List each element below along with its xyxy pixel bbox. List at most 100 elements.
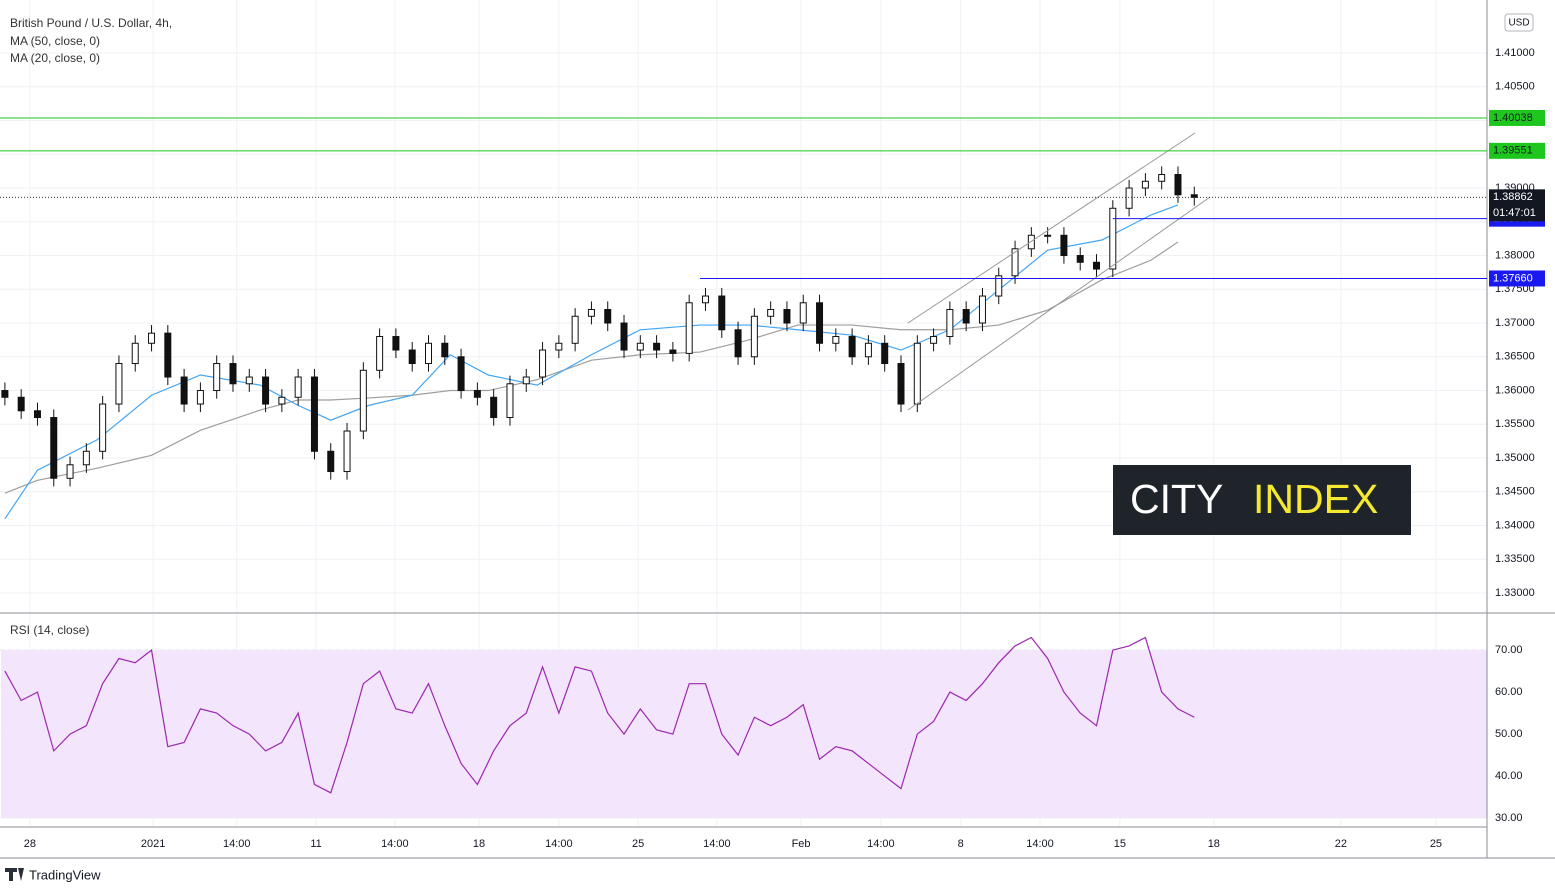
candle-body <box>473 390 481 398</box>
candle-body <box>17 396 25 412</box>
watermark-city: CITY <box>1130 476 1223 522</box>
candle-body <box>701 295 709 304</box>
candle-body <box>457 356 465 392</box>
marks-layer <box>1 166 1198 794</box>
x-tick-label: 8 <box>958 838 964 850</box>
candle-body <box>750 315 758 358</box>
y-tick-label: 1.33500 <box>1495 553 1535 565</box>
moving-average <box>4 204 1179 520</box>
y-tick-label: 1.38000 <box>1495 249 1535 261</box>
candle-body <box>1109 207 1117 270</box>
candle-body <box>66 464 74 479</box>
y-tick-label: 1.40500 <box>1495 81 1535 93</box>
candle-body <box>164 332 172 378</box>
x-tick-label: 11 <box>310 838 321 850</box>
candle-body <box>1011 248 1019 277</box>
channel-lower <box>907 196 1211 411</box>
y-tick-label: 1.41000 <box>1495 47 1535 59</box>
y-tick-label: 40.00 <box>1495 770 1523 782</box>
candle-body <box>262 376 270 405</box>
x-tick-label: 2021 <box>141 838 165 850</box>
candle-body <box>1174 174 1182 196</box>
candle-body <box>408 349 416 365</box>
candle-body <box>196 390 204 405</box>
candle-body <box>799 302 807 324</box>
candle-body <box>995 275 1003 297</box>
candle-body <box>441 342 449 358</box>
x-tick-label: Feb <box>792 838 811 850</box>
candle-body <box>685 302 693 354</box>
candle-body <box>1158 174 1166 182</box>
candle-body <box>832 336 840 344</box>
candle-body <box>539 349 547 378</box>
rsi-line <box>4 636 1195 794</box>
tradingview-logo[interactable] <box>5 868 24 881</box>
candle-body <box>245 376 253 385</box>
candle-body <box>213 363 221 392</box>
candle-body <box>1 390 9 398</box>
level-label: 1.40038 <box>1493 112 1533 124</box>
candle-body <box>33 410 41 419</box>
candle-body <box>1027 234 1035 250</box>
x-tick-label: 14:00 <box>223 838 251 850</box>
candle-body <box>587 309 595 317</box>
watermark-box <box>1113 465 1411 535</box>
footer-brand[interactable]: TradingView <box>29 867 101 882</box>
level-label: 1.39551 <box>1493 145 1533 157</box>
candle-body <box>180 376 188 405</box>
level-tag <box>1489 270 1545 287</box>
last-price-label: 1.38862 <box>1493 191 1533 203</box>
x-tick-label: 14:00 <box>703 838 731 850</box>
y-tick-label: 1.36000 <box>1495 384 1535 396</box>
candle-body <box>783 309 791 324</box>
currency-badge[interactable] <box>1504 13 1534 32</box>
x-tick-label: 22 <box>1335 838 1347 850</box>
y-tick-label: 1.35500 <box>1495 418 1535 430</box>
candle-body <box>376 336 384 371</box>
x-tick-label: 28 <box>24 838 36 850</box>
candle-body <box>864 342 872 358</box>
level-label: 1.37660 <box>1493 272 1533 284</box>
candle-body <box>99 403 107 452</box>
candle-body <box>913 342 921 405</box>
candle-body <box>555 342 563 351</box>
y-tick-label: 1.33000 <box>1495 587 1535 599</box>
y-tick-label: 50.00 <box>1495 728 1523 740</box>
x-tick-label: 14:00 <box>545 838 573 850</box>
candle-body <box>571 315 579 344</box>
candle-body <box>115 363 123 405</box>
chart-title: British Pound / U.S. Dollar, 4h, <box>10 16 172 30</box>
rsi-band <box>1 650 1487 819</box>
candle-body <box>343 430 351 473</box>
candle-body <box>1060 234 1068 257</box>
x-tick-label: 14:00 <box>381 838 409 850</box>
candle-body <box>930 336 938 344</box>
candle-body <box>1125 187 1133 209</box>
candle-body <box>229 363 237 385</box>
candle-body <box>881 342 889 365</box>
candle-body <box>310 376 318 452</box>
x-tick-label: 18 <box>1208 838 1220 850</box>
candle-body <box>425 342 433 365</box>
candle-body <box>82 450 90 466</box>
candle-body <box>897 363 905 405</box>
x-tick-label: 14:00 <box>867 838 895 850</box>
candle-body <box>506 383 514 419</box>
candle-body <box>359 369 367 432</box>
candle-body <box>620 322 628 351</box>
last-price-tag <box>1489 189 1545 222</box>
candle-body <box>148 332 156 344</box>
legend-ma50: MA (50, close, 0) <box>10 34 100 48</box>
candle-body <box>636 342 644 351</box>
level-tag <box>1489 142 1545 159</box>
x-tick-label: 25 <box>632 838 644 850</box>
x-tick-label: 25 <box>1430 838 1442 850</box>
candle-body <box>962 309 970 324</box>
candle-body <box>294 376 302 398</box>
y-tick-label: 1.37000 <box>1495 317 1535 329</box>
candle-body <box>50 417 58 479</box>
currency-label[interactable]: USD <box>1508 18 1529 29</box>
candle-body <box>278 396 286 405</box>
y-tick-label: 1.34000 <box>1495 519 1535 531</box>
